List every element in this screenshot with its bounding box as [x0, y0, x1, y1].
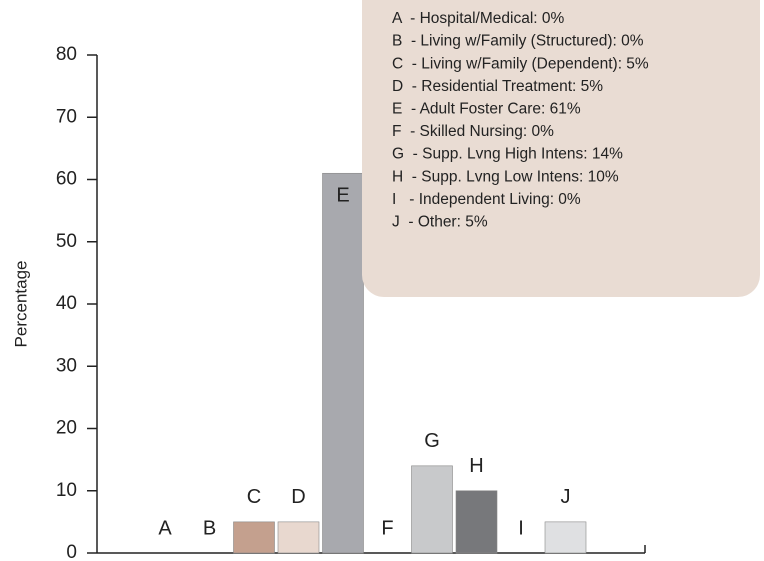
bar-label: J [561, 486, 571, 508]
bar-label: B [203, 517, 216, 539]
bar [411, 465, 453, 554]
legend-entry: A - Hospital/Medical: 0% [392, 10, 565, 27]
y-tick-label: 20 [56, 418, 77, 439]
y-tick-label: 10 [56, 480, 77, 501]
y-axis-label: Percentage [11, 261, 30, 348]
y-tick-label: 80 [56, 44, 77, 65]
bar-label: I [518, 517, 524, 539]
y-tick-label: 0 [66, 542, 77, 561]
bar [322, 172, 364, 554]
legend-entry: H - Supp. Lvng Low Intens: 10% [392, 168, 619, 185]
legend-entry: E - Adult Foster Care: 61% [392, 100, 581, 117]
y-tick-label: 40 [56, 293, 77, 314]
y-tick-label: 30 [56, 355, 77, 376]
legend-entry: J - Other: 5% [392, 213, 488, 230]
bar [277, 521, 320, 554]
legend-entry: I - Independent Living: 0% [392, 191, 581, 208]
bar-label: A [158, 517, 172, 539]
legend-entry: C - Living w/Family (Dependent): 5% [392, 55, 649, 72]
legend-entry: F - Skilled Nursing: 0% [392, 123, 554, 140]
y-tick-label: 70 [56, 106, 77, 127]
bar [455, 490, 498, 554]
bar-label: G [424, 430, 440, 452]
bar-label: C [247, 486, 261, 508]
bar-label: D [291, 486, 305, 508]
legend-entry: D - Residential Treatment: 5% [392, 78, 603, 95]
bar [544, 521, 587, 554]
bar-label: H [469, 455, 483, 477]
bar-label: E [336, 185, 349, 207]
legend-box [362, 0, 760, 297]
bar-label: F [381, 517, 393, 539]
bar [233, 521, 275, 554]
legend-entry: B - Living w/Family (Structured): 0% [392, 33, 644, 50]
legend-entry: G - Supp. Lvng High Intens: 14% [392, 146, 623, 163]
y-tick-label: 60 [56, 169, 77, 190]
y-tick-label: 50 [56, 231, 77, 252]
